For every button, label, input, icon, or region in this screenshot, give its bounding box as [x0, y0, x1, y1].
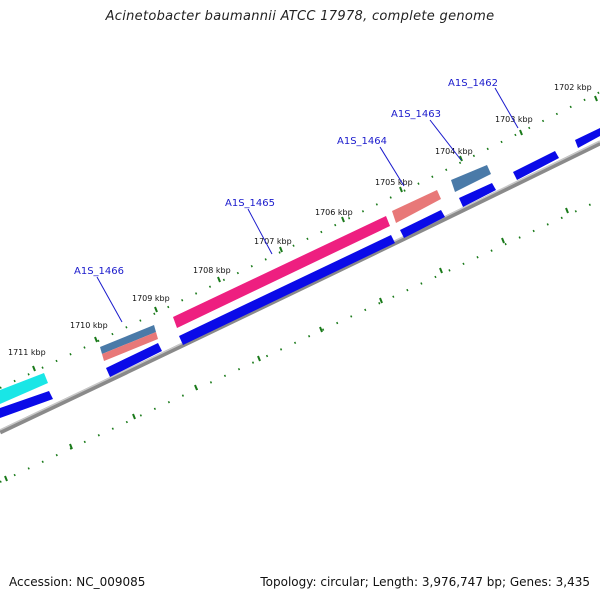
accession-text: Accession: NC_009085	[9, 575, 146, 589]
map-title: Acinetobacter baumannii ATCC 17978, comp…	[105, 9, 495, 24]
gene-blue	[400, 210, 445, 238]
kbp-label: 1703 kbp	[495, 115, 533, 124]
kbp-label: 1705 kbp	[375, 178, 413, 187]
gene-blue	[179, 235, 395, 345]
gene-blue	[513, 151, 559, 180]
gene-salmon	[392, 190, 441, 223]
outer-track-genes	[0, 165, 491, 404]
gene-blue	[459, 183, 496, 207]
gene-label[interactable]: A1S_1466	[74, 266, 124, 277]
gene-label[interactable]: A1S_1463	[391, 109, 441, 120]
gene-steel	[451, 165, 491, 192]
inner-tick-arc	[0, 199, 600, 483]
gene-blue	[0, 391, 53, 418]
kbp-label: 1708 kbp	[193, 266, 231, 275]
gene-salmon	[102, 332, 158, 361]
inner-track-genes	[0, 128, 600, 418]
kbp-label: 1709 kbp	[132, 294, 170, 303]
gene-magenta	[173, 216, 390, 328]
outer-tick-arc	[0, 91, 600, 389]
gene-steel	[100, 325, 156, 354]
gene-label[interactable]: A1S_1462	[448, 78, 498, 89]
kbp-label: 1702 kbp	[554, 83, 592, 92]
kbp-label: 1707 kbp	[254, 237, 292, 246]
major-ticks	[4, 95, 598, 482]
gene-blue	[106, 343, 162, 377]
kbp-label: 1711 kbp	[8, 348, 46, 357]
gene-leader-lines	[96, 87, 519, 323]
gene-label[interactable]: A1S_1464	[337, 136, 387, 147]
gene-cyan	[0, 373, 48, 404]
gene-label[interactable]: A1S_1465	[225, 198, 275, 209]
genome-backbone	[0, 140, 600, 435]
genome-summary-text: Topology: circular; Length: 3,976,747 bp…	[260, 575, 590, 589]
kbp-label: 1706 kbp	[315, 208, 353, 217]
gene-blue	[575, 128, 600, 148]
kbp-label: 1710 kbp	[70, 321, 108, 330]
